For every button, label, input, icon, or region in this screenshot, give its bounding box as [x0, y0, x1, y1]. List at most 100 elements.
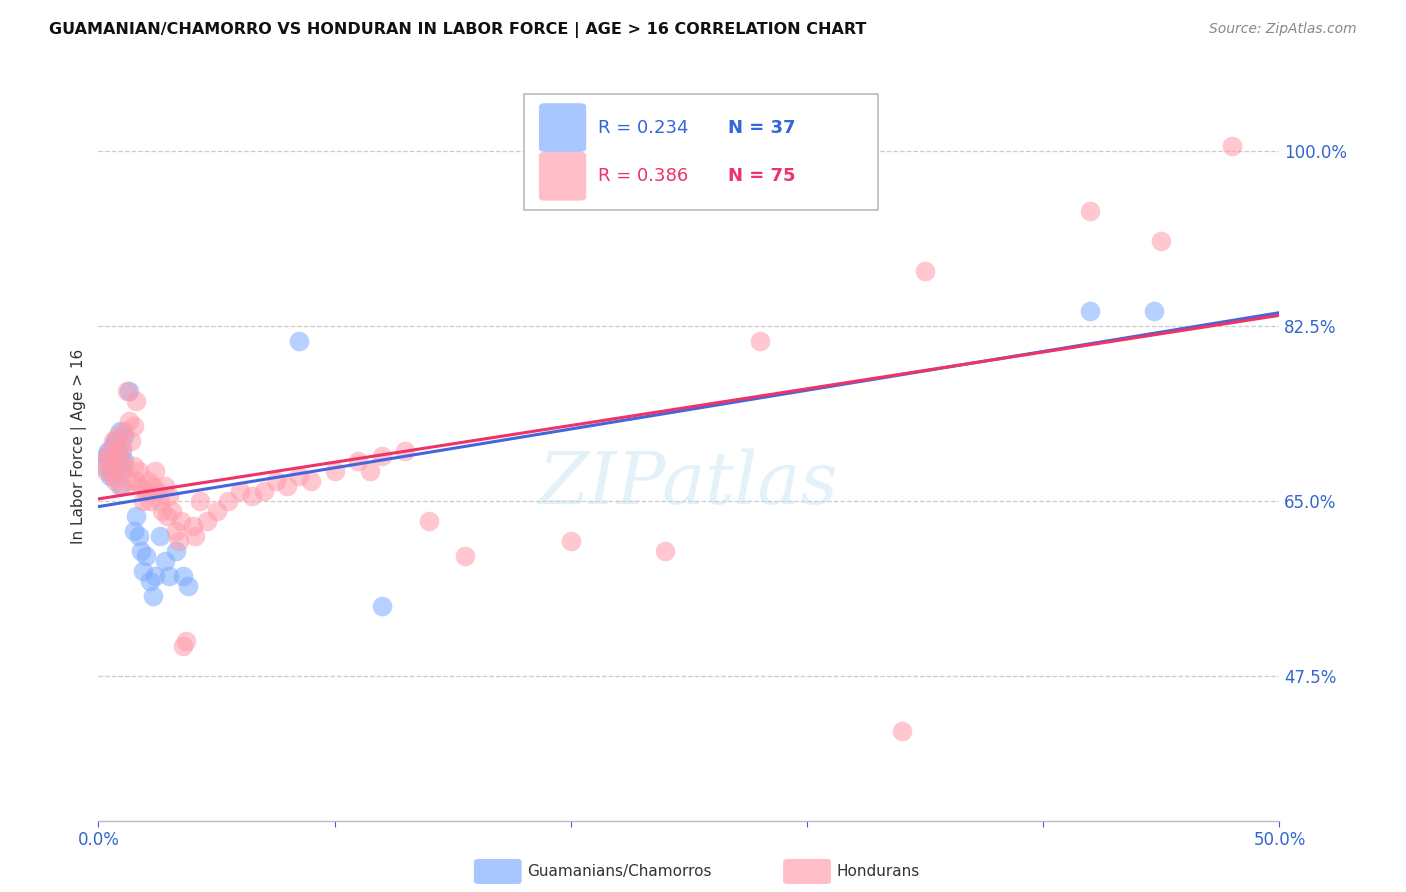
Point: [98, 454, 121, 468]
Point: [299, 474, 322, 488]
Point: [748, 334, 770, 348]
Point: [160, 504, 183, 518]
FancyBboxPatch shape: [538, 152, 586, 201]
Point: [177, 579, 200, 593]
Point: [111, 439, 134, 453]
Point: [172, 639, 194, 653]
Point: [118, 414, 141, 428]
Point: [142, 589, 165, 603]
Point: [112, 458, 135, 473]
Point: [98, 458, 121, 473]
Point: [347, 454, 370, 468]
Text: ZIPatlas: ZIPatlas: [538, 448, 839, 519]
Point: [165, 524, 187, 538]
Point: [418, 514, 440, 528]
Point: [1150, 234, 1173, 248]
Point: [453, 549, 475, 563]
Point: [105, 458, 128, 473]
Point: [132, 494, 155, 508]
Point: [181, 519, 204, 533]
Point: [108, 464, 131, 478]
Point: [98, 444, 121, 458]
Point: [91, 458, 114, 473]
Y-axis label: In Labor Force | Age > 16: In Labor Force | Age > 16: [72, 349, 87, 543]
Point: [146, 483, 169, 498]
Point: [153, 479, 176, 493]
Point: [139, 574, 162, 588]
Point: [149, 494, 172, 508]
Point: [323, 464, 346, 478]
Text: Guamanians/Chamorros: Guamanians/Chamorros: [527, 864, 711, 879]
Point: [101, 464, 124, 478]
Point: [122, 524, 145, 538]
Point: [170, 514, 193, 528]
Point: [1143, 304, 1166, 318]
Point: [264, 474, 287, 488]
Point: [105, 444, 128, 458]
Point: [153, 554, 176, 568]
FancyBboxPatch shape: [538, 103, 586, 152]
Point: [101, 434, 124, 448]
Point: [112, 429, 135, 443]
Point: [1080, 304, 1102, 318]
Point: [288, 334, 311, 348]
Point: [121, 434, 143, 448]
Point: [914, 264, 936, 278]
Point: [118, 384, 141, 398]
Point: [143, 569, 166, 583]
Point: [188, 494, 211, 508]
Point: [165, 544, 187, 558]
Point: [94, 449, 117, 463]
Point: [143, 464, 166, 478]
Point: [156, 508, 179, 523]
Point: [195, 514, 218, 528]
Point: [97, 449, 120, 463]
Point: [132, 564, 155, 578]
Point: [174, 633, 197, 648]
Point: [112, 454, 135, 468]
Point: [128, 464, 150, 478]
Point: [394, 444, 416, 458]
Point: [122, 458, 145, 473]
Point: [184, 529, 207, 543]
Point: [172, 569, 194, 583]
Point: [111, 444, 134, 458]
Text: R = 0.234: R = 0.234: [598, 119, 689, 136]
Point: [560, 533, 582, 548]
Point: [91, 454, 114, 468]
Point: [105, 444, 128, 458]
Point: [135, 549, 157, 563]
Point: [150, 504, 173, 518]
Point: [98, 469, 121, 483]
Text: N = 75: N = 75: [728, 168, 796, 186]
Point: [149, 529, 172, 543]
Text: R = 0.386: R = 0.386: [598, 168, 689, 186]
Point: [108, 449, 131, 463]
Point: [205, 504, 228, 518]
Point: [157, 489, 180, 503]
Point: [115, 384, 138, 398]
Point: [125, 508, 148, 523]
Point: [128, 529, 150, 543]
Text: N = 37: N = 37: [728, 119, 796, 136]
Point: [104, 434, 127, 448]
Point: [104, 449, 127, 463]
Point: [104, 474, 127, 488]
Point: [654, 544, 676, 558]
Point: [101, 469, 124, 483]
Point: [121, 474, 143, 488]
Point: [157, 569, 180, 583]
Point: [108, 424, 131, 438]
Point: [1080, 204, 1102, 219]
Point: [108, 479, 131, 493]
Point: [288, 469, 311, 483]
Point: [135, 483, 157, 498]
Point: [125, 474, 148, 488]
Point: [276, 479, 298, 493]
Point: [890, 723, 912, 738]
Text: Hondurans: Hondurans: [837, 864, 920, 879]
Point: [142, 479, 165, 493]
Point: [111, 479, 134, 493]
Point: [371, 449, 394, 463]
Point: [125, 394, 148, 409]
